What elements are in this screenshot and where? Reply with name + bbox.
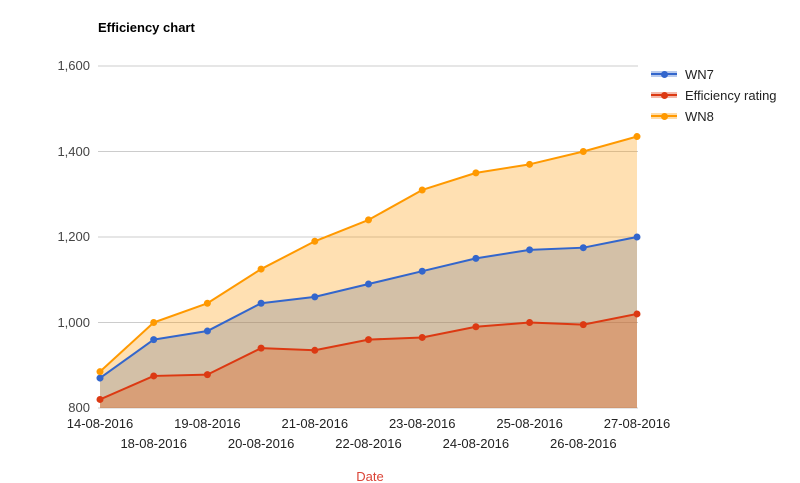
data-point bbox=[418, 186, 426, 194]
data-point bbox=[472, 323, 480, 331]
data-point bbox=[311, 293, 319, 301]
legend-label: Efficiency rating bbox=[685, 87, 777, 103]
x-axis-label: 21-08-2016 bbox=[281, 416, 349, 431]
legend-item-wn8: WN8 bbox=[651, 108, 777, 124]
legend-item-wn7: WN7 bbox=[651, 66, 777, 82]
data-point bbox=[633, 133, 641, 141]
y-axis-label: 1,600 bbox=[57, 58, 90, 73]
data-point bbox=[633, 310, 641, 318]
legend-label: WN8 bbox=[685, 108, 714, 124]
x-axis-label: 25-08-2016 bbox=[496, 416, 563, 431]
x-axis-label: 19-08-2016 bbox=[174, 416, 241, 431]
series-area-efficiency-rating bbox=[100, 313, 637, 408]
legend-marker-icon bbox=[651, 68, 677, 80]
data-point bbox=[365, 216, 372, 224]
legend-marker-icon bbox=[651, 89, 677, 101]
data-point bbox=[365, 336, 372, 344]
x-axis-label: 27-08-2016 bbox=[603, 416, 671, 431]
x-axis-label: 20-08-2016 bbox=[227, 436, 295, 451]
legend-marker-icon bbox=[651, 110, 677, 122]
data-point bbox=[203, 327, 211, 335]
data-point bbox=[311, 346, 319, 354]
data-point bbox=[579, 244, 587, 252]
x-axis-label: 23-08-2016 bbox=[388, 416, 456, 431]
data-point bbox=[96, 374, 104, 382]
y-axis-label: 1,200 bbox=[57, 229, 90, 244]
data-point bbox=[203, 371, 211, 379]
data-point bbox=[96, 395, 104, 403]
legend-label: WN7 bbox=[685, 66, 714, 82]
x-axis-label: 14-08-2016 bbox=[66, 416, 134, 431]
series-area-wn7 bbox=[100, 237, 637, 408]
data-point bbox=[579, 321, 587, 329]
x-axis-label: 26-08-2016 bbox=[550, 436, 617, 451]
data-point bbox=[472, 254, 480, 262]
data-point bbox=[633, 233, 641, 241]
y-axis-label: 1,000 bbox=[57, 314, 90, 330]
data-point bbox=[526, 319, 534, 326]
data-point bbox=[365, 280, 372, 288]
data-point bbox=[257, 299, 265, 307]
x-axis-title: Date bbox=[356, 469, 384, 483]
data-point bbox=[579, 148, 587, 155]
data-point bbox=[203, 299, 211, 307]
data-point bbox=[418, 267, 426, 275]
x-axis-label: 24-08-2016 bbox=[442, 436, 510, 451]
data-point bbox=[311, 237, 319, 245]
series-area-wn8 bbox=[100, 136, 637, 408]
data-point bbox=[150, 336, 158, 344]
data-point bbox=[418, 333, 426, 341]
data-point bbox=[150, 372, 158, 380]
data-point bbox=[150, 319, 158, 326]
data-point bbox=[96, 368, 104, 376]
y-axis-label: 1,400 bbox=[57, 143, 90, 159]
data-point bbox=[526, 246, 534, 254]
legend-item-efficiency-rating: Efficiency rating bbox=[651, 87, 777, 103]
chart-title: Efficiency chart bbox=[98, 20, 195, 35]
data-point bbox=[526, 160, 534, 168]
legend: WN7 Efficiency rating WN8 bbox=[651, 66, 777, 129]
x-axis-label: 22-08-2016 bbox=[335, 436, 402, 451]
x-axis-label: 18-08-2016 bbox=[120, 436, 187, 451]
y-axis-label: 800 bbox=[68, 400, 90, 415]
data-point bbox=[257, 344, 265, 352]
data-point bbox=[472, 169, 480, 177]
data-point bbox=[257, 265, 265, 273]
